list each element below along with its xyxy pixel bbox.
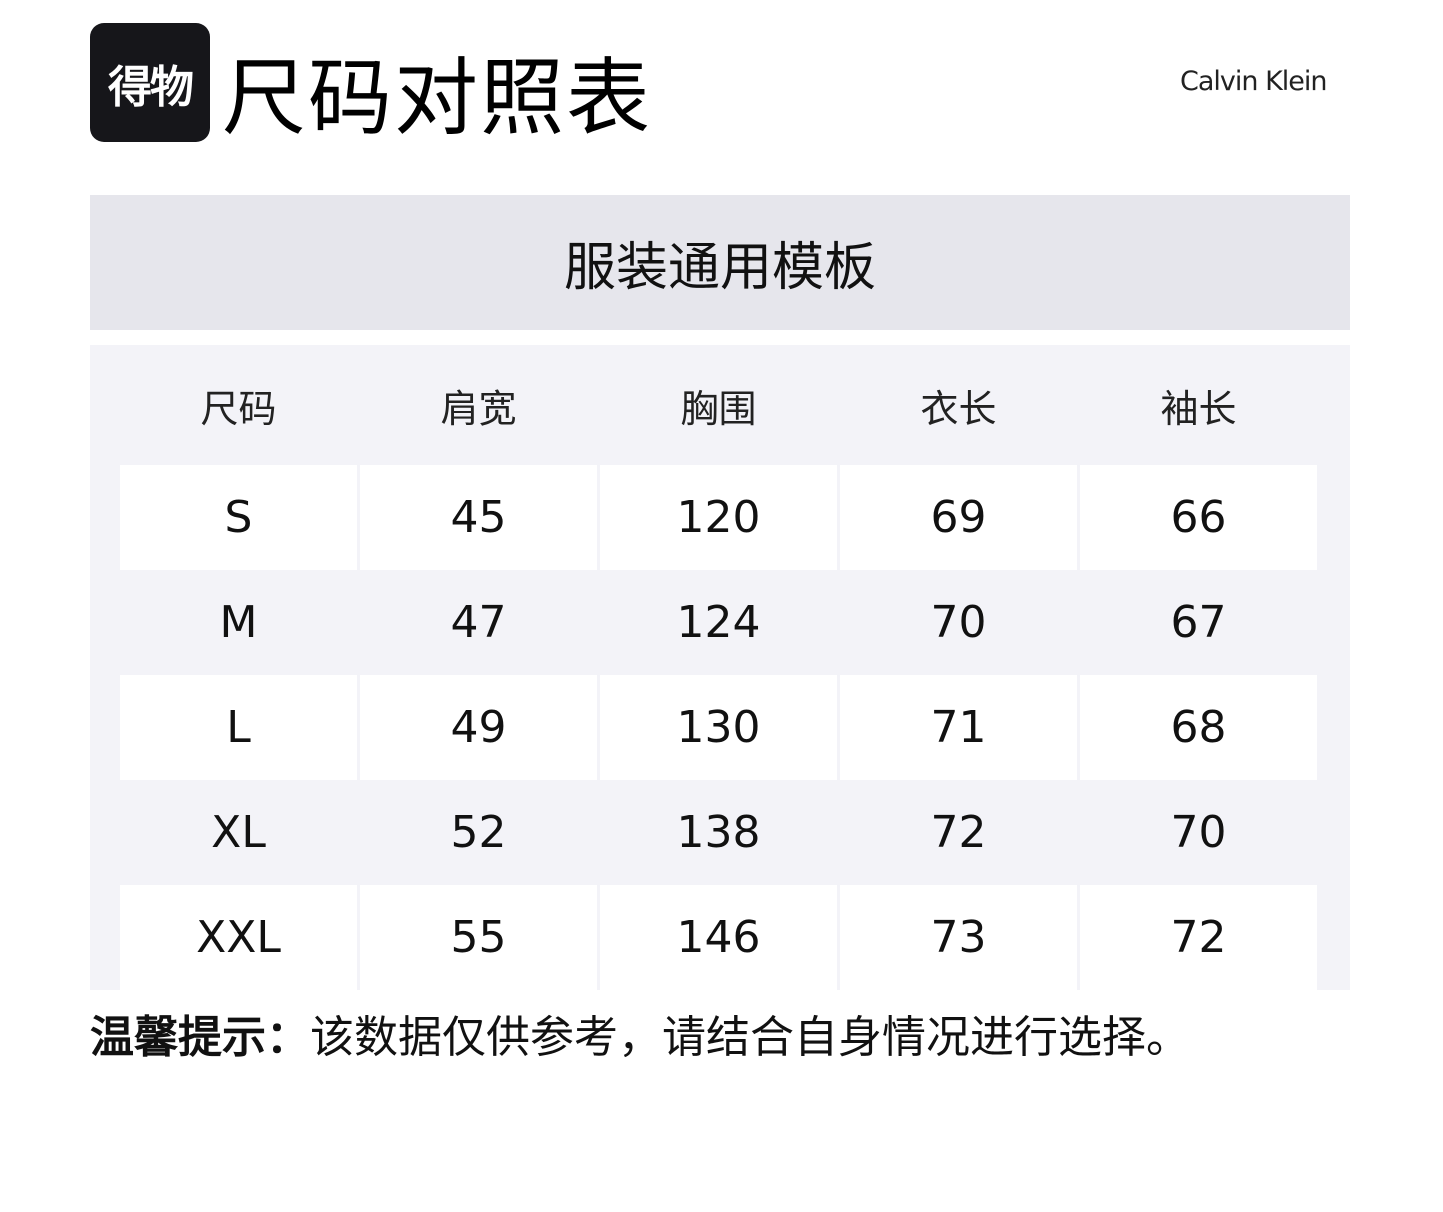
table-cell: 55 [360,885,597,990]
table-cell: 72 [930,807,987,858]
table-cell: S [120,465,357,570]
table-cell: 70 [930,597,987,648]
footer-note: 温馨提示：该数据仅供参考，请结合自身情况进行选择。 [90,1008,1190,1068]
table-cell: 130 [600,675,837,780]
table-cell: L [120,675,357,780]
table-cell: 146 [600,885,837,990]
logo-text: 得物 [108,61,194,113]
table-row: XXL 55 146 73 72 [120,885,1317,990]
banner-text: 服装通用模板 [563,238,876,298]
table-cell: 67 [1170,597,1227,648]
footer-label: 温馨提示： [90,1012,310,1063]
header-cell: 肩宽 [440,386,517,431]
table-cell: XL [211,807,266,858]
table-cell: 73 [840,885,1077,990]
footer-text: 该数据仅供参考，请结合自身情况进行选择。 [310,1012,1190,1063]
table-row: M 47 124 70 67 [120,570,1317,675]
table-cell: 49 [360,675,597,780]
table-header-row: 尺码 肩宽 胸围 衣长 袖长 [120,345,1317,465]
table-row: XL 52 138 72 70 [120,780,1317,885]
brand-name: Calvin Klein [1180,66,1328,97]
table-cell: 70 [1170,807,1227,858]
table-cell: 120 [600,465,837,570]
table-cell: 72 [1080,885,1317,990]
table-cell: 69 [840,465,1077,570]
size-table: 尺码 肩宽 胸围 衣长 袖长 S 45 120 69 66 M 47 124 7… [90,345,1350,990]
table-cell: XXL [120,885,357,990]
table-row: L 49 130 71 68 [120,675,1317,780]
table-cell: M [219,597,258,648]
table-cell: 124 [676,597,761,648]
page-title: 尺码对照表 [222,49,653,147]
header-cell: 袖长 [1160,386,1237,431]
table-cell: 52 [450,807,507,858]
table-cell: 138 [676,807,761,858]
header-cell: 衣长 [920,386,997,431]
table-cell: 45 [360,465,597,570]
table-cell: 71 [840,675,1077,780]
header-cell: 尺码 [200,386,277,431]
dewu-logo: 得物 [90,23,210,142]
table-cell: 68 [1080,675,1317,780]
template-banner: 服装通用模板 [90,195,1350,330]
table-cell: 47 [450,597,507,648]
header-cell: 胸围 [680,386,757,431]
table-cell: 66 [1080,465,1317,570]
table-row: S 45 120 69 66 [120,465,1317,570]
